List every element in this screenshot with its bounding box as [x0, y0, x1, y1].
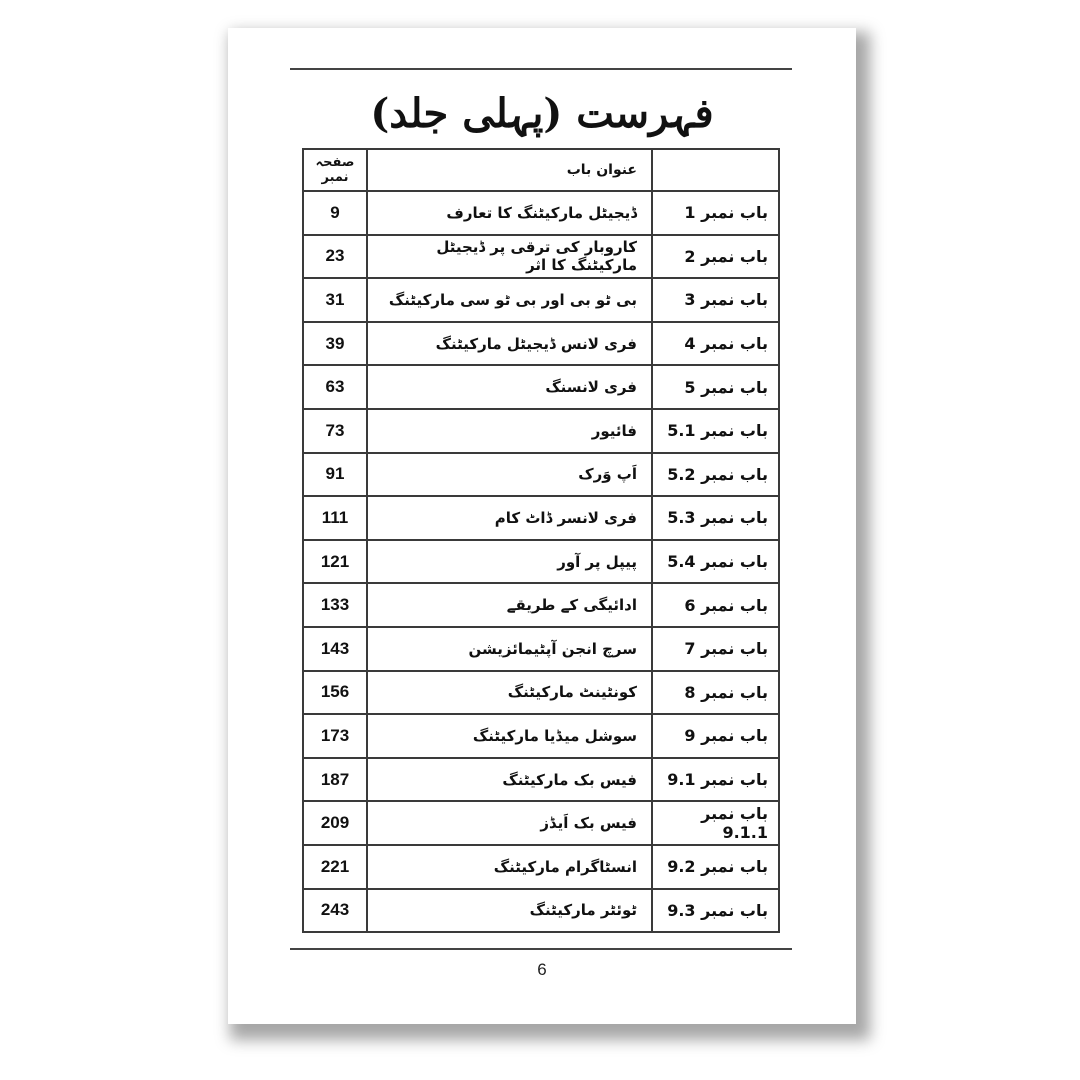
page-cell: 73	[302, 407, 368, 454]
table-row: باب نمبر 9.1 فیس بک مارکیٹنگ 187	[302, 756, 780, 803]
table-row: باب نمبر 9.3 ٹوئٹر مارکیٹنگ 243	[302, 887, 780, 934]
table-row: باب نمبر 1 ڈیجیٹل مارکیٹنگ کا تعارف 9	[302, 190, 780, 236]
page-cell: 243	[302, 887, 368, 934]
title-cell: کاروبار کی ترقی پر ڈیجیٹل مارکیٹنگ کا اث…	[366, 233, 653, 280]
chapter-cell: باب نمبر 5.2	[651, 451, 780, 498]
title-cell: فائیور	[366, 407, 653, 454]
table-row: باب نمبر 5 فری لانسنگ 63	[302, 364, 780, 410]
title-cell: سوشل میڈیا مارکیٹنگ	[366, 713, 653, 759]
title-cell: اَپ وَرک	[366, 451, 653, 498]
table-row: باب نمبر 2 کاروبار کی ترقی پر ڈیجیٹل مارک…	[302, 233, 780, 280]
chapter-cell: باب نمبر 9	[651, 713, 780, 759]
page-cell: 111	[302, 495, 368, 541]
page-cell: 23	[302, 233, 368, 280]
page-cell: 63	[302, 364, 368, 410]
chapter-cell: باب نمبر 9.3	[651, 887, 780, 934]
title-cell: بی ٹو بی اور بی ٹو سی مارکیٹنگ	[366, 277, 653, 323]
title-cell: فری لانس ڈیجیٹل مارکیٹنگ	[366, 320, 653, 367]
title-cell: پیپل پر آور	[366, 538, 653, 585]
title-cell: کونٹینٹ مارکیٹنگ	[366, 669, 653, 716]
page-cell: 156	[302, 669, 368, 716]
page-cell: 209	[302, 800, 368, 846]
page-cell: 39	[302, 320, 368, 367]
table-row: باب نمبر 5.2 اَپ وَرک 91	[302, 451, 780, 498]
title-cell: ڈیجیٹل مارکیٹنگ کا تعارف	[366, 190, 653, 236]
page-cell: 91	[302, 451, 368, 498]
title-cell: ادائیگی کے طریقے	[366, 582, 653, 628]
table-row: باب نمبر 3 بی ٹو بی اور بی ٹو سی مارکیٹنگ…	[302, 277, 780, 323]
title-cell: فری لانسر ڈاٹ کام	[366, 495, 653, 541]
page-cell: 133	[302, 582, 368, 628]
chapter-cell: باب نمبر 2	[651, 233, 780, 280]
title-cell: فیس بک مارکیٹنگ	[366, 756, 653, 803]
page-cell: 143	[302, 625, 368, 672]
table-row: باب نمبر 4 فری لانس ڈیجیٹل مارکیٹنگ 39	[302, 320, 780, 367]
title-cell: ٹوئٹر مارکیٹنگ	[366, 887, 653, 934]
top-rule	[290, 68, 792, 70]
chapter-cell: باب نمبر 9.2	[651, 843, 780, 890]
page-title: فہرست (پہلی جلد)	[370, 90, 714, 137]
title-cell: فیس بک اَیڈز	[366, 800, 653, 846]
book-page: فہرست (پہلی جلد) عنوان باب صفحہ نمبر باب…	[228, 28, 856, 1024]
page-cell: 187	[302, 756, 368, 803]
page-cell: 173	[302, 713, 368, 759]
title-cell: انسٹاگرام مارکیٹنگ	[366, 843, 653, 890]
table-row: باب نمبر 7 سرچ انجن آپٹیمائزیشن 143	[302, 625, 780, 672]
page-cell: 221	[302, 843, 368, 890]
chapter-cell: باب نمبر 9.1.1	[651, 800, 780, 846]
page-cell: 9	[302, 190, 368, 236]
chapter-cell: باب نمبر 9.1	[651, 756, 780, 803]
chapter-cell: باب نمبر 7	[651, 625, 780, 672]
table-row: باب نمبر 9 سوشل میڈیا مارکیٹنگ 173	[302, 713, 780, 759]
bottom-rule	[290, 948, 792, 950]
page-cell: 121	[302, 538, 368, 585]
title-cell: فری لانسنگ	[366, 364, 653, 410]
table-row: باب نمبر 5.4 پیپل پر آور 121	[302, 538, 780, 585]
chapter-cell: باب نمبر 5.1	[651, 407, 780, 454]
contents-table: عنوان باب صفحہ نمبر باب نمبر 1 ڈیجیٹل مار…	[302, 148, 780, 934]
table-row: باب نمبر 5.3 فری لانسر ڈاٹ کام 111	[302, 495, 780, 541]
table-row: باب نمبر 6 ادائیگی کے طریقے 133	[302, 582, 780, 628]
chapter-cell: باب نمبر 1	[651, 190, 780, 236]
chapter-cell: باب نمبر 8	[651, 669, 780, 716]
header-page: صفحہ نمبر	[302, 148, 368, 192]
chapter-cell: باب نمبر 5.3	[651, 495, 780, 541]
table-row: باب نمبر 9.2 انسٹاگرام مارکیٹنگ 221	[302, 843, 780, 890]
chapter-cell: باب نمبر 5.4	[651, 538, 780, 585]
table-row: باب نمبر 8 کونٹینٹ مارکیٹنگ 156	[302, 669, 780, 716]
page-cell: 31	[302, 277, 368, 323]
table-row: باب نمبر 9.1.1 فیس بک اَیڈز 209	[302, 800, 780, 846]
chapter-cell: باب نمبر 3	[651, 277, 780, 323]
chapter-cell: باب نمبر 4	[651, 320, 780, 367]
chapter-cell: باب نمبر 5	[651, 364, 780, 410]
chapter-cell: باب نمبر 6	[651, 582, 780, 628]
page-number: 6	[537, 960, 547, 979]
header-title: عنوان باب	[366, 148, 653, 192]
table-row: باب نمبر 5.1 فائیور 73	[302, 407, 780, 454]
title-cell: سرچ انجن آپٹیمائزیشن	[366, 625, 653, 672]
table-header-row: عنوان باب صفحہ نمبر	[302, 148, 780, 192]
header-chapter	[651, 148, 780, 192]
